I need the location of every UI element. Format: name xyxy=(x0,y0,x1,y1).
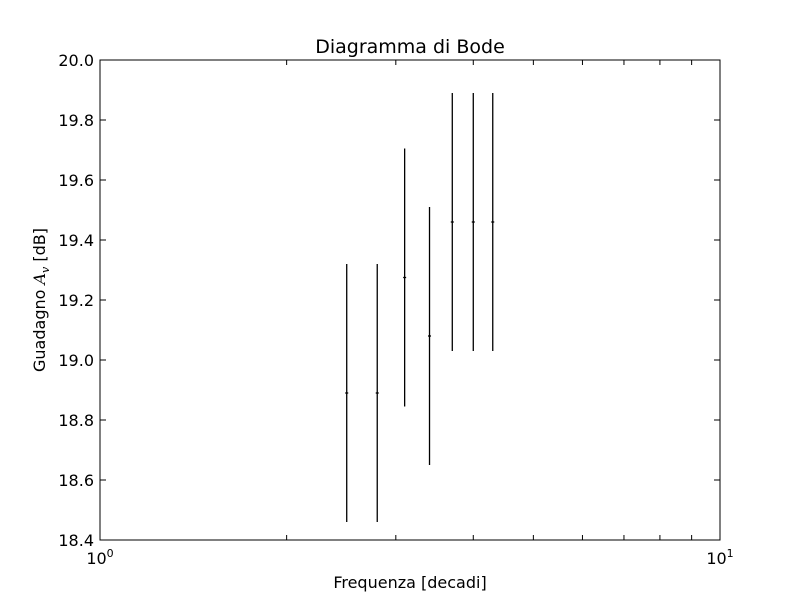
x-tick-label: 100 xyxy=(86,547,113,568)
x-tick-base: 10 xyxy=(86,549,106,568)
y-tick-label: 19.2 xyxy=(58,291,94,310)
y-tick-label: 19.8 xyxy=(58,111,94,130)
y-axis-label-subscript: v xyxy=(39,266,52,273)
y-tick-label: 18.8 xyxy=(58,411,94,430)
x-tick-exponent: 1 xyxy=(727,547,734,560)
y-tick-label: 20.0 xyxy=(58,51,94,70)
y-tick-label: 19.0 xyxy=(58,351,94,370)
y-axis-label-prefix: Guadagno xyxy=(30,285,49,372)
x-tick-label: 101 xyxy=(706,547,733,568)
y-axis-label: Guadagno Av [dB] xyxy=(30,228,52,372)
y-tick-label: 19.4 xyxy=(58,231,94,250)
x-axis-label: Frequenza [decadi] xyxy=(333,573,486,592)
plot-frame xyxy=(99,59,721,541)
y-tick-label: 19.6 xyxy=(58,171,94,190)
chart-title: Diagramma di Bode xyxy=(315,36,505,58)
y-tick-label: 18.6 xyxy=(58,471,94,490)
y-axis-label-symbol: A xyxy=(30,273,49,287)
x-tick-base: 10 xyxy=(706,549,726,568)
y-axis-label-suffix: [dB] xyxy=(30,228,49,267)
y-tick-label: 18.4 xyxy=(58,531,94,550)
x-tick-exponent: 0 xyxy=(107,547,114,560)
